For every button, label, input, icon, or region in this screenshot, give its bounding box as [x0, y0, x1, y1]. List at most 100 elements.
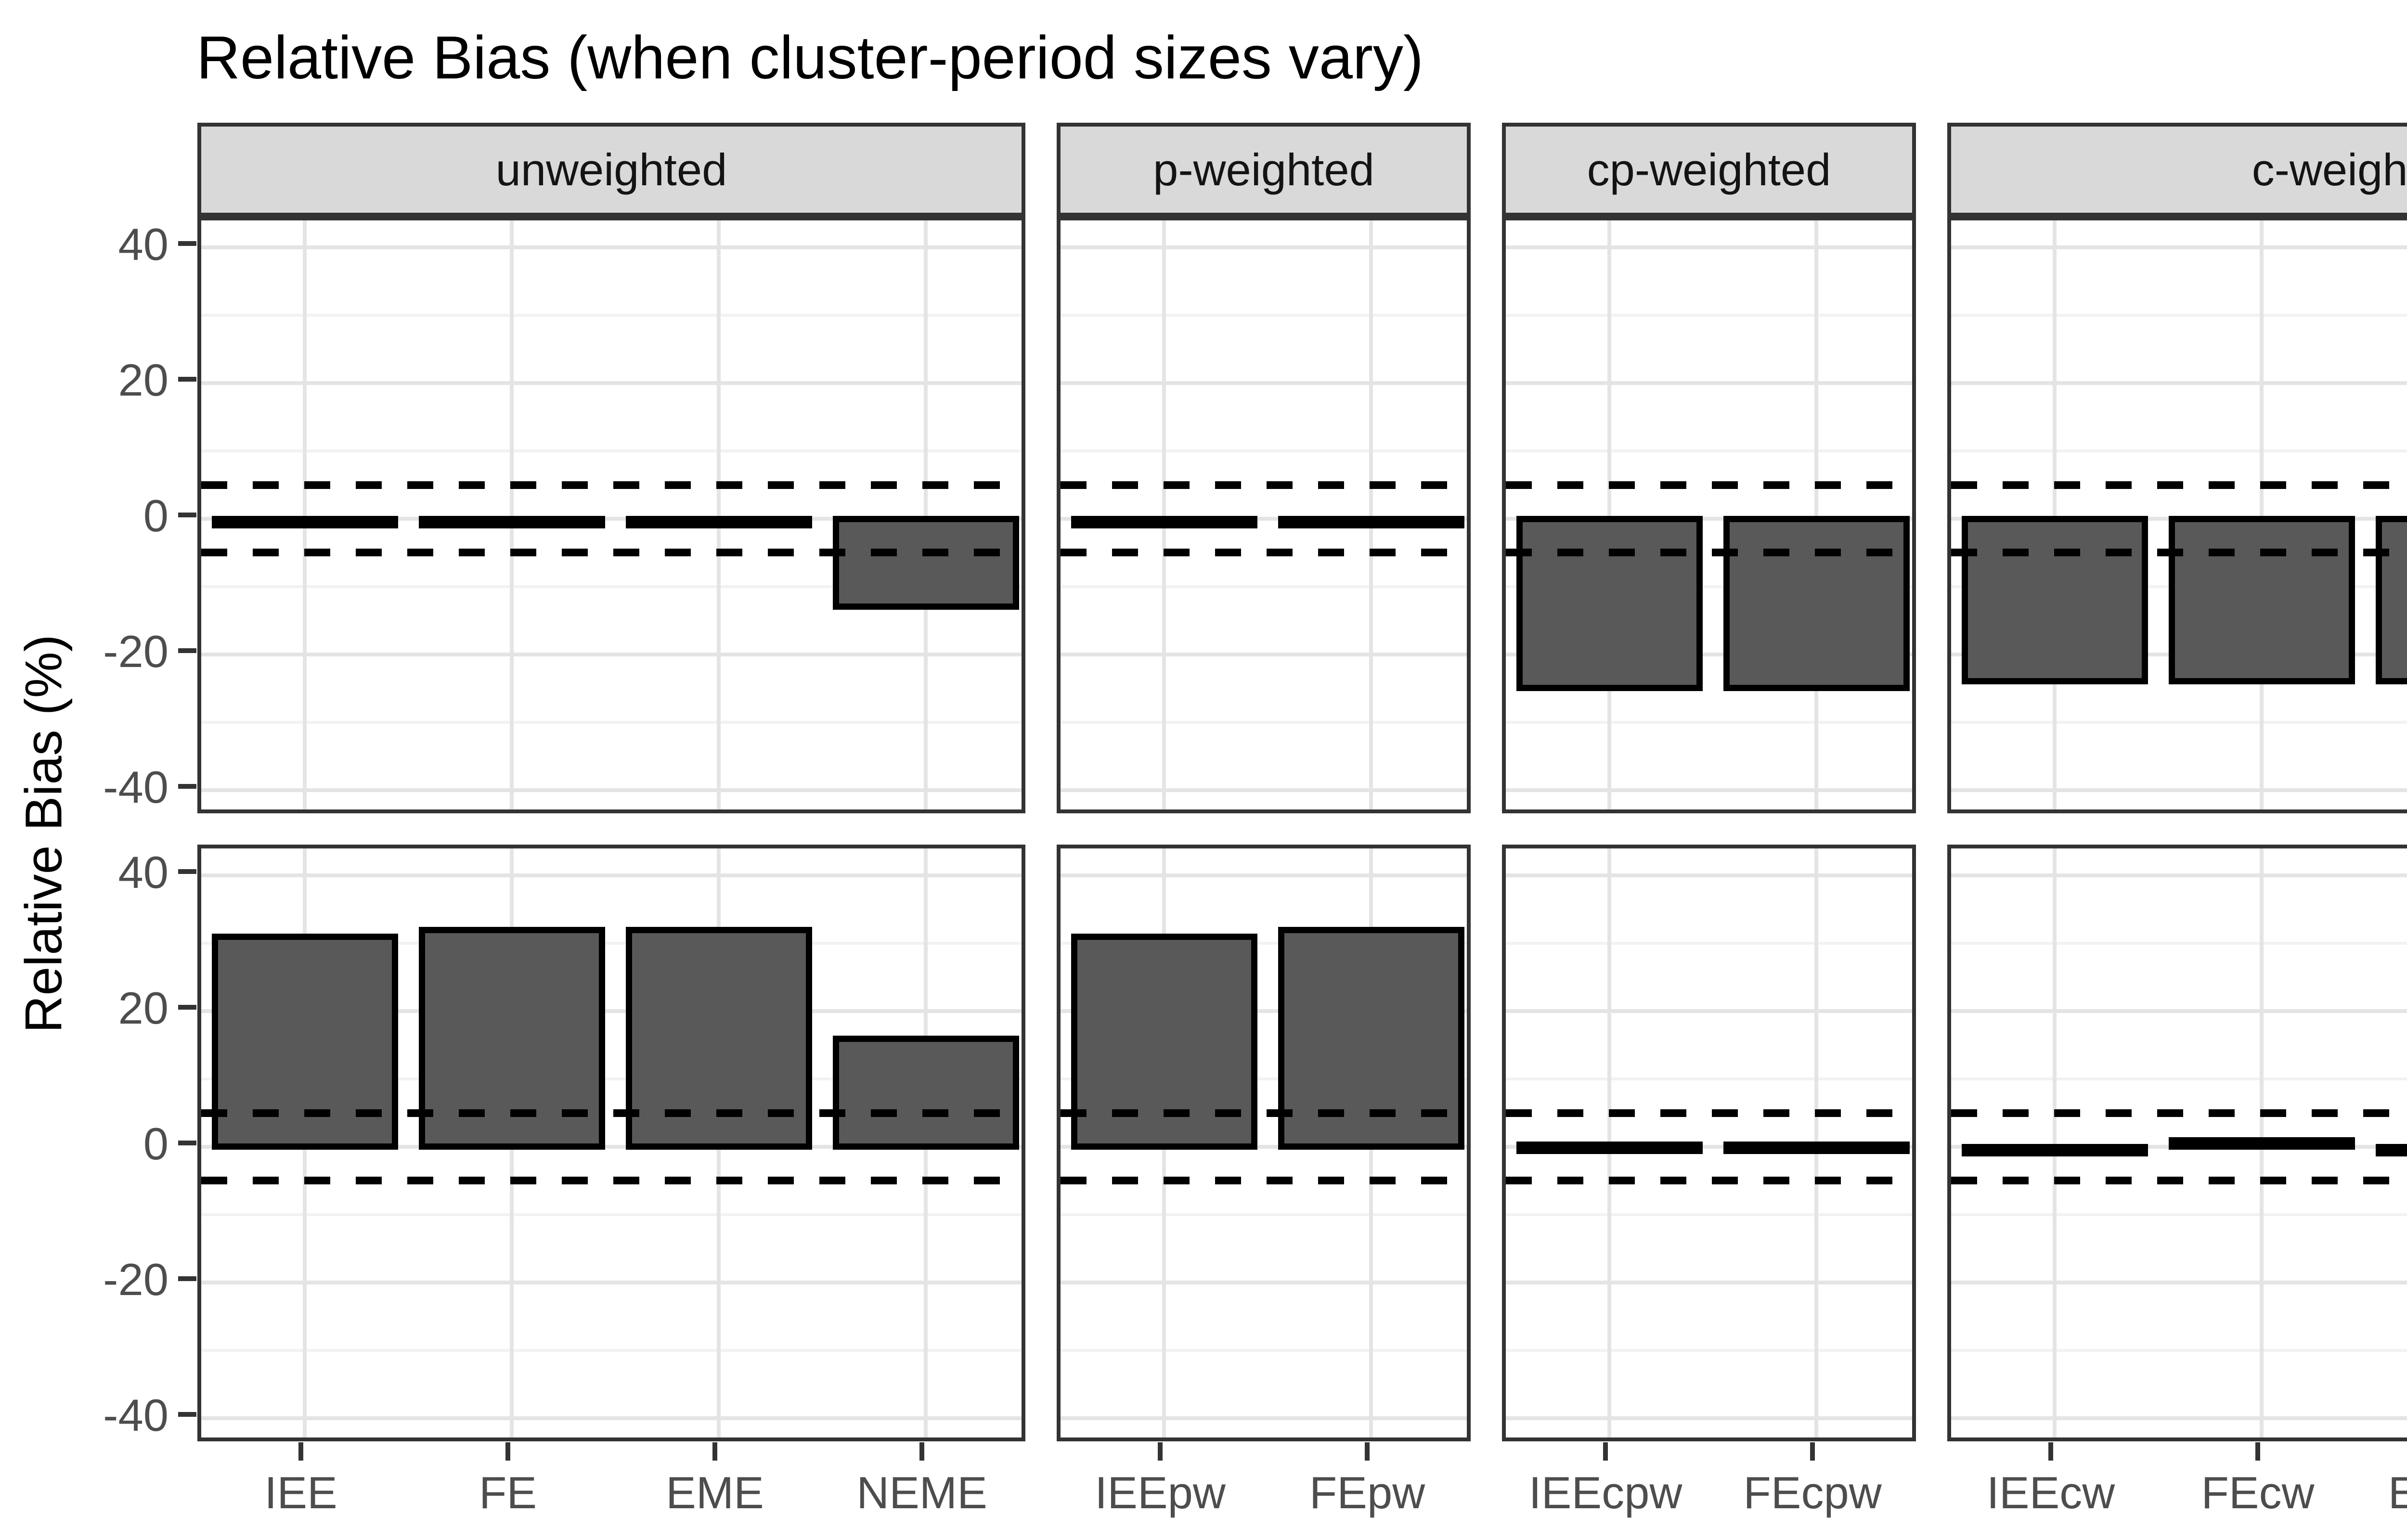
gridline-major: [201, 1280, 1022, 1284]
panel-p-weighted-r0: [1057, 217, 1471, 813]
gridline-minor: [1061, 1348, 1467, 1352]
bar-IEE: [211, 516, 398, 529]
y-tick-label: -40: [103, 1389, 168, 1440]
gridline-minor: [201, 1348, 1022, 1352]
gridline-minor: [1506, 585, 1912, 588]
gridline-minor: [1061, 1213, 1467, 1216]
y-tick-mark: [178, 1005, 196, 1010]
x-tick-label-FEpw: FEpw: [1309, 1467, 1425, 1518]
gridline-major: [1506, 1009, 1912, 1014]
gridline-vertical: [510, 220, 514, 809]
gridline-minor: [1506, 1078, 1912, 1081]
bar-IEEcw: [1961, 516, 2148, 685]
gridline-major: [1506, 873, 1912, 878]
y-tick-label: 40: [118, 219, 168, 270]
gridline-major: [1061, 873, 1467, 878]
gridline-minor: [1951, 1348, 2407, 1352]
gridline-minor: [1061, 942, 1467, 945]
x-tick-mark: [712, 1442, 717, 1461]
y-tick-label: 20: [118, 983, 168, 1034]
gridline-major: [1061, 245, 1467, 250]
gridline-minor: [1506, 720, 1912, 724]
gridline-major: [1506, 788, 1912, 792]
x-tick-label-IEEcpw: IEEcpw: [1528, 1467, 1682, 1518]
x-tick-label-IEEcw: IEEcw: [1986, 1467, 2115, 1518]
gridline-major: [1951, 381, 2407, 385]
facet-strip-label: cp-weighted: [1587, 144, 1831, 195]
y-tick-label: 40: [118, 847, 168, 898]
gridline-major: [1061, 788, 1467, 792]
gridline-minor: [1061, 314, 1467, 317]
gridline-minor: [201, 720, 1022, 724]
gridline-major: [1951, 1416, 2407, 1420]
y-tick-mark: [178, 1276, 196, 1281]
gridline-vertical: [1162, 220, 1166, 809]
reference-line-minus5: [201, 1177, 1022, 1185]
gridline-minor: [201, 585, 1022, 588]
x-tick-label-IEE: IEE: [264, 1467, 337, 1518]
bar-IEEpw: [1071, 516, 1257, 529]
y-tick-mark: [178, 648, 196, 653]
x-tick-label-NEME: NEME: [856, 1467, 987, 1518]
gridline-minor: [1951, 314, 2407, 317]
gridline-minor: [201, 314, 1022, 317]
bar-IEE: [211, 934, 398, 1150]
y-tick-mark: [178, 1141, 196, 1145]
x-tick-mark: [1603, 1442, 1608, 1461]
reference-line-minus5: [1506, 1177, 1912, 1185]
bar-NEME: [832, 1035, 1019, 1150]
gridline-minor: [1951, 942, 2407, 945]
gridline-vertical: [1814, 220, 1818, 809]
gridline-minor: [1506, 449, 1912, 453]
gridline-minor: [1951, 449, 2407, 453]
panel-cp-weighted-r0: [1502, 217, 1916, 813]
gridline-major: [201, 652, 1022, 656]
x-tick-mark: [298, 1442, 303, 1461]
gridline-minor: [1506, 942, 1912, 945]
panel-unweighted-r1: [197, 845, 1025, 1441]
bar-IEEcpw: [1516, 1142, 1703, 1155]
bar-FEpw: [1278, 516, 1464, 529]
reference-line-plus5: [1506, 481, 1912, 489]
bar-IEEcw: [1961, 1144, 2148, 1157]
gridline-minor: [1061, 585, 1467, 588]
y-tick-mark: [178, 783, 196, 789]
y-tick-label: 20: [118, 355, 168, 406]
gridline-minor: [1506, 314, 1912, 317]
gridline-major: [1061, 1145, 1467, 1149]
gridline-major: [1506, 245, 1912, 250]
gridline-minor: [1506, 1348, 1912, 1352]
gridline-minor: [201, 1078, 1022, 1081]
y-tick-label: 0: [143, 490, 168, 541]
facet-strip-label: c-weighted: [2252, 144, 2407, 195]
bar-FEcw: [2168, 516, 2355, 685]
x-tick-label-FE: FE: [479, 1467, 537, 1518]
y-tick-mark: [178, 1412, 196, 1417]
x-tick-mark: [2048, 1442, 2053, 1461]
gridline-major: [1506, 1416, 1912, 1420]
x-tick-mark: [1158, 1442, 1163, 1461]
gridline-major: [201, 1009, 1022, 1014]
gridline-vertical: [717, 220, 721, 809]
facet-strip-unweighted: unweighted: [197, 123, 1025, 217]
x-tick-label-FEcpw: FEcpw: [1743, 1467, 1882, 1518]
gridline-major: [201, 1145, 1022, 1149]
x-tick-mark: [1810, 1442, 1815, 1461]
facet-strip-cp-weighted: cp-weighted: [1502, 123, 1916, 217]
gridline-major: [201, 245, 1022, 250]
panel-c-weighted-r0: [1947, 217, 2407, 813]
gridline-major: [1951, 245, 2407, 250]
gridline-major: [201, 517, 1022, 521]
y-tick-mark: [178, 377, 196, 382]
x-tick-mark: [919, 1442, 924, 1461]
reference-line-plus5: [1951, 481, 2407, 489]
panel-c-weighted-r1: [1947, 845, 2407, 1441]
gridline-vertical: [1369, 220, 1373, 809]
gridline-minor: [1061, 720, 1467, 724]
chart-title: Relative Bias (when cluster-period sizes…: [196, 24, 1423, 91]
gridline-minor: [1951, 1213, 2407, 1216]
gridline-major: [1951, 1009, 2407, 1014]
gridline-vertical: [1607, 220, 1611, 809]
gridline-major: [1506, 652, 1912, 656]
